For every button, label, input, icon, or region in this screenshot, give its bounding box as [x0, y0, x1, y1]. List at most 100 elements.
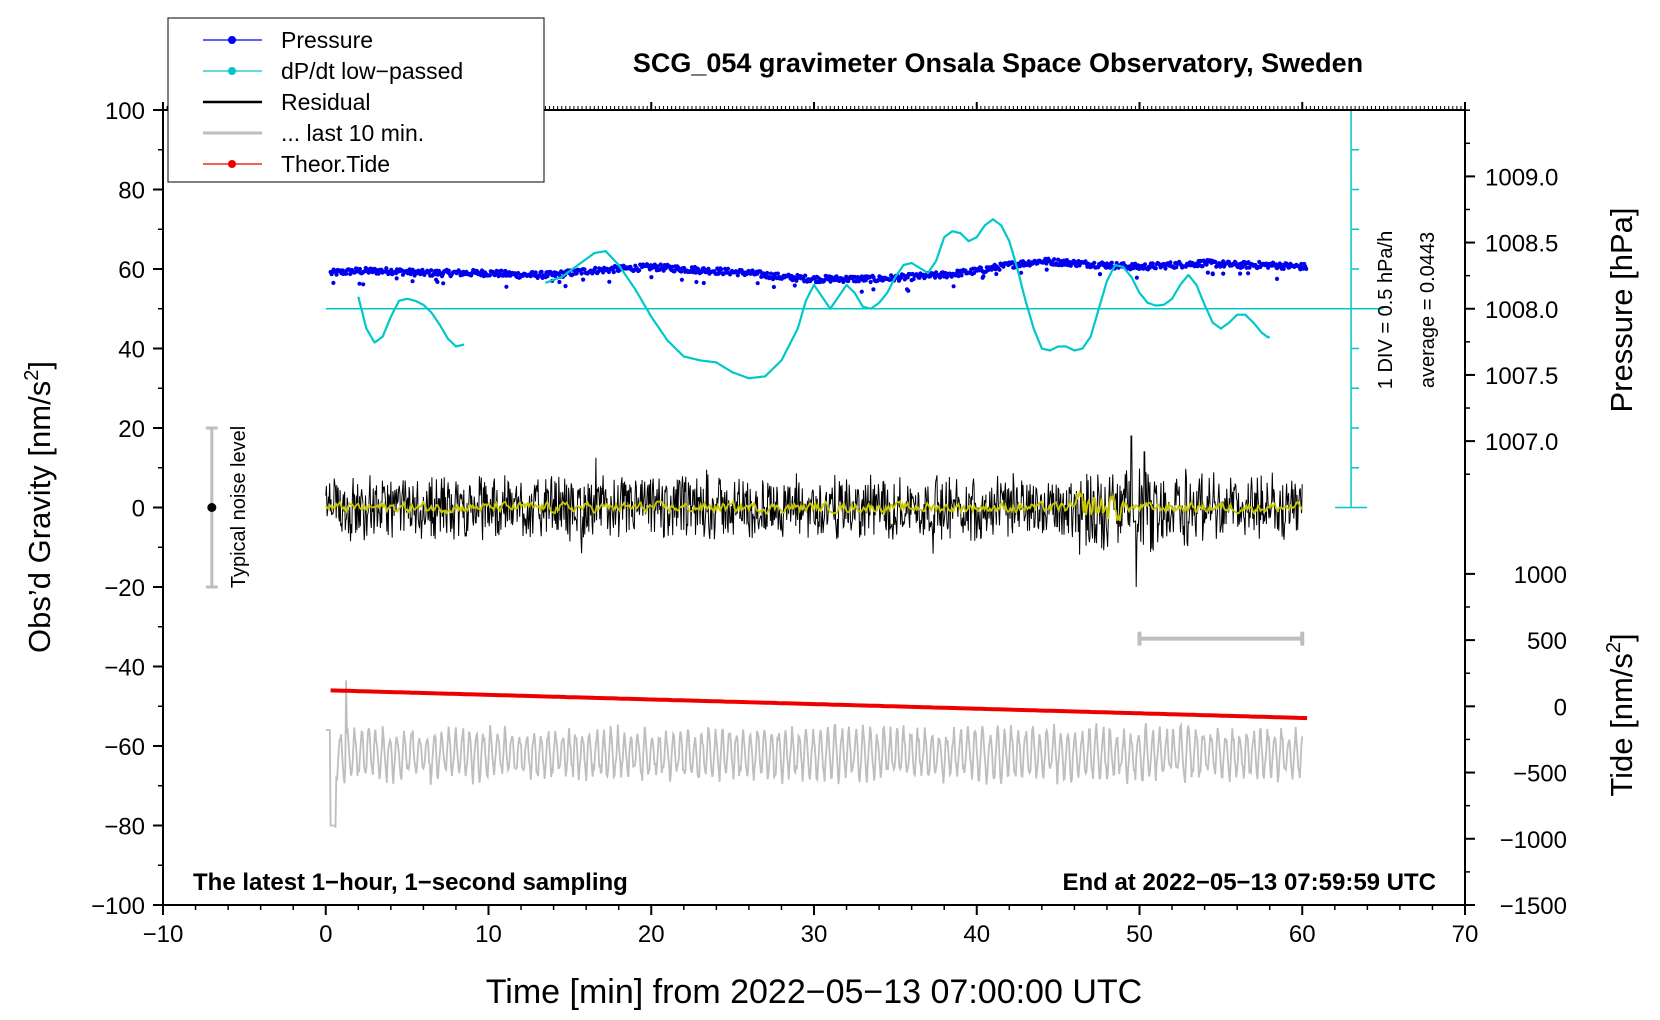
- pressure-point: [959, 273, 964, 278]
- legend-swatch-marker: [228, 160, 236, 168]
- pressure-point: [679, 269, 684, 274]
- pressure-point: [803, 273, 808, 278]
- pressure-point-outlier: [981, 274, 986, 279]
- pressure-point: [357, 266, 362, 272]
- pressure-point: [533, 270, 538, 275]
- pressure-point: [1299, 261, 1304, 267]
- x-tick-label: 40: [963, 921, 990, 948]
- pressure-point-outlier: [410, 279, 415, 284]
- pressure-point: [1281, 266, 1286, 271]
- pressure-point: [344, 271, 349, 276]
- x-tick-label: 10: [475, 921, 502, 948]
- y-tick-label: −20: [104, 575, 145, 602]
- pressure-point: [1168, 260, 1173, 265]
- pressure-point-outlier: [694, 279, 699, 285]
- legend-label: Residual: [281, 89, 371, 115]
- tide-tick-label: 1000: [1514, 562, 1567, 589]
- x-tick-label: 70: [1452, 921, 1479, 948]
- y-tick-label: 20: [118, 416, 145, 443]
- pressure-point: [719, 267, 724, 272]
- pressure-point-outlier: [906, 288, 911, 293]
- dpdt-average-label: average = 0.0443: [1417, 232, 1439, 388]
- tide-tick-label: 0: [1554, 694, 1567, 721]
- pressure-point: [1072, 259, 1077, 264]
- y-tick-label: 80: [118, 178, 145, 205]
- tide-tick-label: −1500: [1500, 893, 1567, 920]
- pressure-point: [1109, 260, 1114, 265]
- pressure-point: [933, 275, 938, 280]
- pressure-point-outlier: [331, 280, 336, 285]
- pressure-point: [487, 273, 492, 278]
- legend-swatch-marker: [228, 36, 236, 44]
- pressure-axis: 1007.0 1007.5 1008.0 1008.5 1009.0: [1465, 109, 1558, 475]
- x-tick-label: 30: [801, 921, 828, 948]
- tide-tick-label: 500: [1527, 628, 1567, 655]
- pressure-point: [537, 273, 542, 278]
- pressure-point: [1204, 262, 1209, 267]
- pressure-point: [412, 273, 417, 278]
- y-tick-label: 40: [118, 337, 145, 364]
- pressure-point-outlier: [357, 281, 362, 286]
- pressure-point: [1150, 261, 1155, 266]
- pressure-point: [1163, 266, 1168, 271]
- axes-layer: −10 0 10 20 30 40 50 60 70−100−80−60−40−20020406…: [91, 98, 1567, 948]
- pressure-point: [1266, 265, 1271, 270]
- legend: Pressure dP/dt low−passed Residual ... last…: [167, 17, 545, 183]
- pressure-point: [868, 279, 873, 285]
- pressure-point: [446, 268, 451, 273]
- last10-bracket: [1137, 631, 1305, 646]
- legend-label: ... last 10 min.: [281, 120, 424, 146]
- pressure-point: [1001, 264, 1006, 269]
- tide-axis: −1500 −1000 −500 0 500 1000: [1465, 562, 1567, 920]
- pressure-point-outlier: [434, 277, 439, 282]
- dpdt-scale-label: 1 DIV = 0.5 hPa/h: [1375, 231, 1397, 389]
- x-tick-label: −10: [143, 921, 184, 948]
- pressure-point: [516, 271, 521, 276]
- legend-label: dP/dt low−passed: [281, 58, 463, 84]
- y-tick-label: 100: [105, 98, 145, 125]
- pressure-point: [582, 267, 587, 272]
- y-axis: −100 −80 −60 −40 −20 0 20 40 60 80 100: [91, 98, 163, 920]
- legend-box: [167, 17, 545, 183]
- y-tick-label: −80: [104, 814, 145, 841]
- series-theor-tide: [330, 688, 1308, 721]
- pressure-point-outlier: [1205, 270, 1210, 275]
- pressure-point: [499, 268, 504, 273]
- pressure-point-outlier: [1274, 276, 1280, 281]
- pressure-tick-label: 1008.5: [1485, 231, 1558, 258]
- pressure-point: [911, 277, 916, 282]
- pressure-point: [384, 266, 389, 271]
- legend-swatch-marker: [228, 67, 236, 75]
- pressure-point-outlier: [994, 271, 999, 277]
- pressure-point: [579, 271, 584, 276]
- pressure-point: [1052, 257, 1057, 262]
- legend-label: Pressure: [281, 27, 373, 53]
- x-tick-label: 0: [319, 921, 332, 948]
- pressure-point-outlier: [1019, 270, 1024, 275]
- noise-level-bar: [205, 426, 218, 589]
- pressure-point-outlier: [504, 284, 509, 289]
- pressure-point: [539, 269, 544, 274]
- pressure-point: [429, 268, 434, 273]
- pressure-point: [972, 270, 977, 276]
- pressure-point: [574, 271, 579, 276]
- pressure-point-outlier: [607, 279, 612, 284]
- y-tick-label: −60: [104, 734, 145, 761]
- pressure-point-outlier: [1221, 271, 1226, 276]
- pressure-point: [735, 273, 740, 278]
- pressure-point: [1200, 264, 1205, 269]
- pressure-point: [1142, 262, 1148, 267]
- y-tick-label: −100: [91, 893, 145, 920]
- pressure-point: [1010, 260, 1015, 265]
- series-last-10-min: [325, 680, 1304, 828]
- x-tick-label: 60: [1289, 921, 1316, 948]
- pressure-point-outlier: [1044, 267, 1049, 272]
- pressure-point-outlier: [871, 287, 876, 292]
- pressure-point-outlier: [563, 284, 568, 289]
- chart-title: SCG_054 gravimeter Onsala Space Observat…: [633, 48, 1363, 78]
- pressure-point-outlier: [394, 276, 399, 281]
- y-tick-label: −40: [104, 655, 145, 682]
- pressure-point: [706, 266, 711, 271]
- pressure-point-outlier: [771, 284, 777, 290]
- pressure-point-outlier: [581, 277, 586, 282]
